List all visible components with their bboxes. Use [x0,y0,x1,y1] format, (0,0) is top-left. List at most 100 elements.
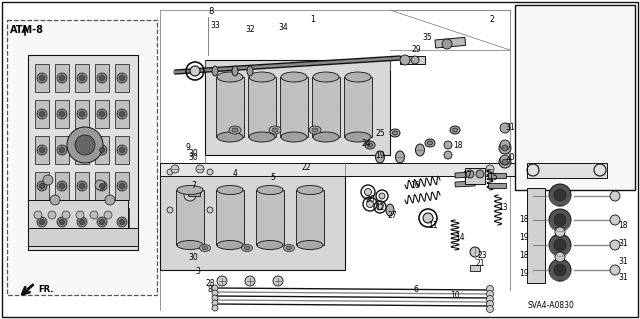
Text: 17: 17 [462,170,472,180]
Ellipse shape [97,73,107,83]
Circle shape [555,252,565,262]
Text: 31: 31 [505,123,515,132]
Ellipse shape [217,72,243,82]
Bar [248,77,276,137]
Text: 30: 30 [188,254,198,263]
Ellipse shape [40,219,45,225]
Ellipse shape [79,183,84,189]
Ellipse shape [390,129,400,137]
Bar [488,173,506,178]
Text: 3: 3 [195,268,200,277]
Ellipse shape [257,241,283,249]
Text: 31: 31 [618,256,628,265]
Text: SVA4-A0830: SVA4-A0830 [527,300,574,309]
Ellipse shape [247,66,253,76]
Bar [527,188,545,283]
Ellipse shape [309,126,321,134]
Ellipse shape [345,72,371,82]
Circle shape [610,240,620,250]
Ellipse shape [57,73,67,83]
Ellipse shape [99,112,104,116]
Ellipse shape [396,151,404,163]
Text: 8: 8 [208,8,213,17]
Ellipse shape [428,141,433,145]
Ellipse shape [452,128,458,132]
Circle shape [610,265,620,275]
Text: 21: 21 [476,259,486,269]
Ellipse shape [77,181,87,191]
Ellipse shape [40,76,45,80]
Circle shape [190,66,200,76]
Text: 19: 19 [375,151,385,160]
Ellipse shape [365,141,375,149]
Bar [75,100,89,128]
Bar [160,163,515,176]
Circle shape [207,169,213,175]
Text: 28: 28 [205,278,214,287]
Bar [280,77,308,137]
Circle shape [610,215,620,225]
Ellipse shape [97,181,107,191]
Ellipse shape [244,246,250,250]
Ellipse shape [79,76,84,80]
Text: 35: 35 [422,33,432,42]
Bar [95,100,109,128]
Text: 14: 14 [455,234,465,242]
Ellipse shape [284,244,294,251]
Ellipse shape [60,147,65,152]
Bar [176,190,204,245]
Ellipse shape [57,217,67,227]
Ellipse shape [77,109,87,119]
Ellipse shape [79,219,84,225]
Ellipse shape [97,145,107,155]
Circle shape [76,211,84,219]
Circle shape [610,191,620,201]
Ellipse shape [99,183,104,189]
Circle shape [486,165,494,173]
Circle shape [486,286,493,293]
Text: 19: 19 [519,233,529,241]
Circle shape [549,234,571,256]
Circle shape [50,195,60,205]
Bar [95,64,109,92]
Ellipse shape [37,73,47,83]
Circle shape [212,290,218,296]
Bar [216,77,244,137]
Circle shape [212,295,218,301]
Bar [75,136,89,164]
Ellipse shape [37,109,47,119]
Circle shape [167,207,173,213]
Ellipse shape [212,66,218,76]
Circle shape [75,135,95,155]
Bar [35,100,49,128]
Bar [115,100,129,128]
Bar [75,64,89,92]
Ellipse shape [77,217,87,227]
Ellipse shape [269,126,281,134]
Ellipse shape [79,112,84,116]
Text: 26: 26 [365,196,374,204]
Circle shape [43,175,53,185]
Text: 31: 31 [618,273,628,283]
Text: 27: 27 [388,211,397,219]
Circle shape [554,189,566,201]
Polygon shape [205,60,390,155]
Ellipse shape [249,72,275,82]
Circle shape [105,195,115,205]
Ellipse shape [177,241,203,249]
Circle shape [555,227,565,237]
Circle shape [486,306,493,313]
Circle shape [171,165,179,173]
Circle shape [48,211,56,219]
Bar [35,136,49,164]
Ellipse shape [60,76,65,80]
Ellipse shape [40,183,45,189]
Ellipse shape [287,246,291,250]
Bar [28,55,138,250]
Circle shape [502,159,508,165]
Text: 31: 31 [618,240,628,249]
Ellipse shape [60,112,65,116]
Polygon shape [160,175,345,270]
Text: 5: 5 [270,173,275,182]
Ellipse shape [37,145,47,155]
